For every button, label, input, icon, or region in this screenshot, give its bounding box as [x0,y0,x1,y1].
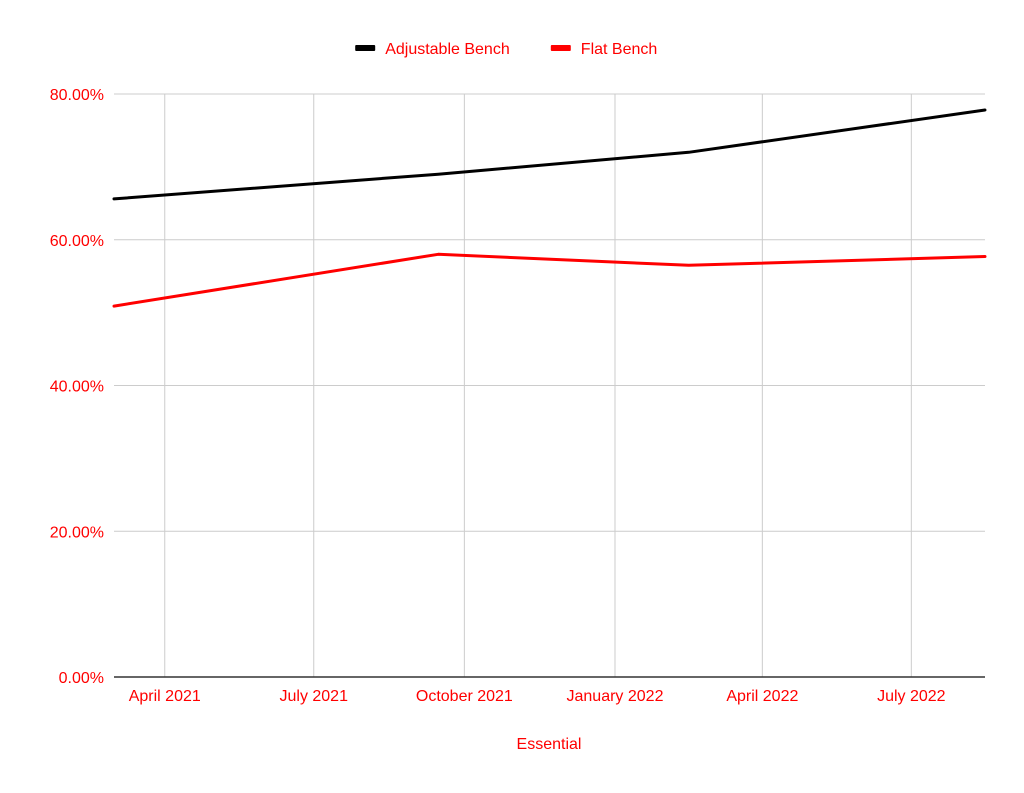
y-tick-label: 20.00% [50,524,104,541]
grid [114,93,985,677]
y-tick-label: 60.00% [50,233,104,250]
x-axis-title: Essential [517,736,582,753]
legend-item-flat-bench[interactable]: Flat Bench [550,41,657,58]
legend[interactable]: Adjustable Bench Flat Bench [355,41,657,58]
y-tick-label: 80.00% [50,87,104,104]
x-tick-label: July 2021 [279,688,348,705]
legend-label: Adjustable Bench [385,41,510,58]
series-line-adjustable-bench [112,108,987,201]
x-tick-label: October 2021 [416,688,513,705]
series-line-flat-bench [112,252,987,308]
series [112,108,987,308]
legend-item-adjustable-bench[interactable]: Adjustable Bench [355,41,510,58]
x-tick-label: January 2022 [567,688,664,705]
legend-swatch [550,45,571,51]
legend-swatch [355,45,376,51]
x-tick-label: July 2022 [877,688,946,705]
legend-label: Flat Bench [581,41,657,58]
axes: 0.00% 20.00% 40.00% 60.00% 80.00% April 2021 J… [50,87,985,705]
x-tick-label: April 2022 [726,688,798,705]
x-tick-label: April 2021 [129,688,201,705]
y-tick-label: 40.00% [50,379,104,396]
y-tick-label: 0.00% [59,670,104,687]
